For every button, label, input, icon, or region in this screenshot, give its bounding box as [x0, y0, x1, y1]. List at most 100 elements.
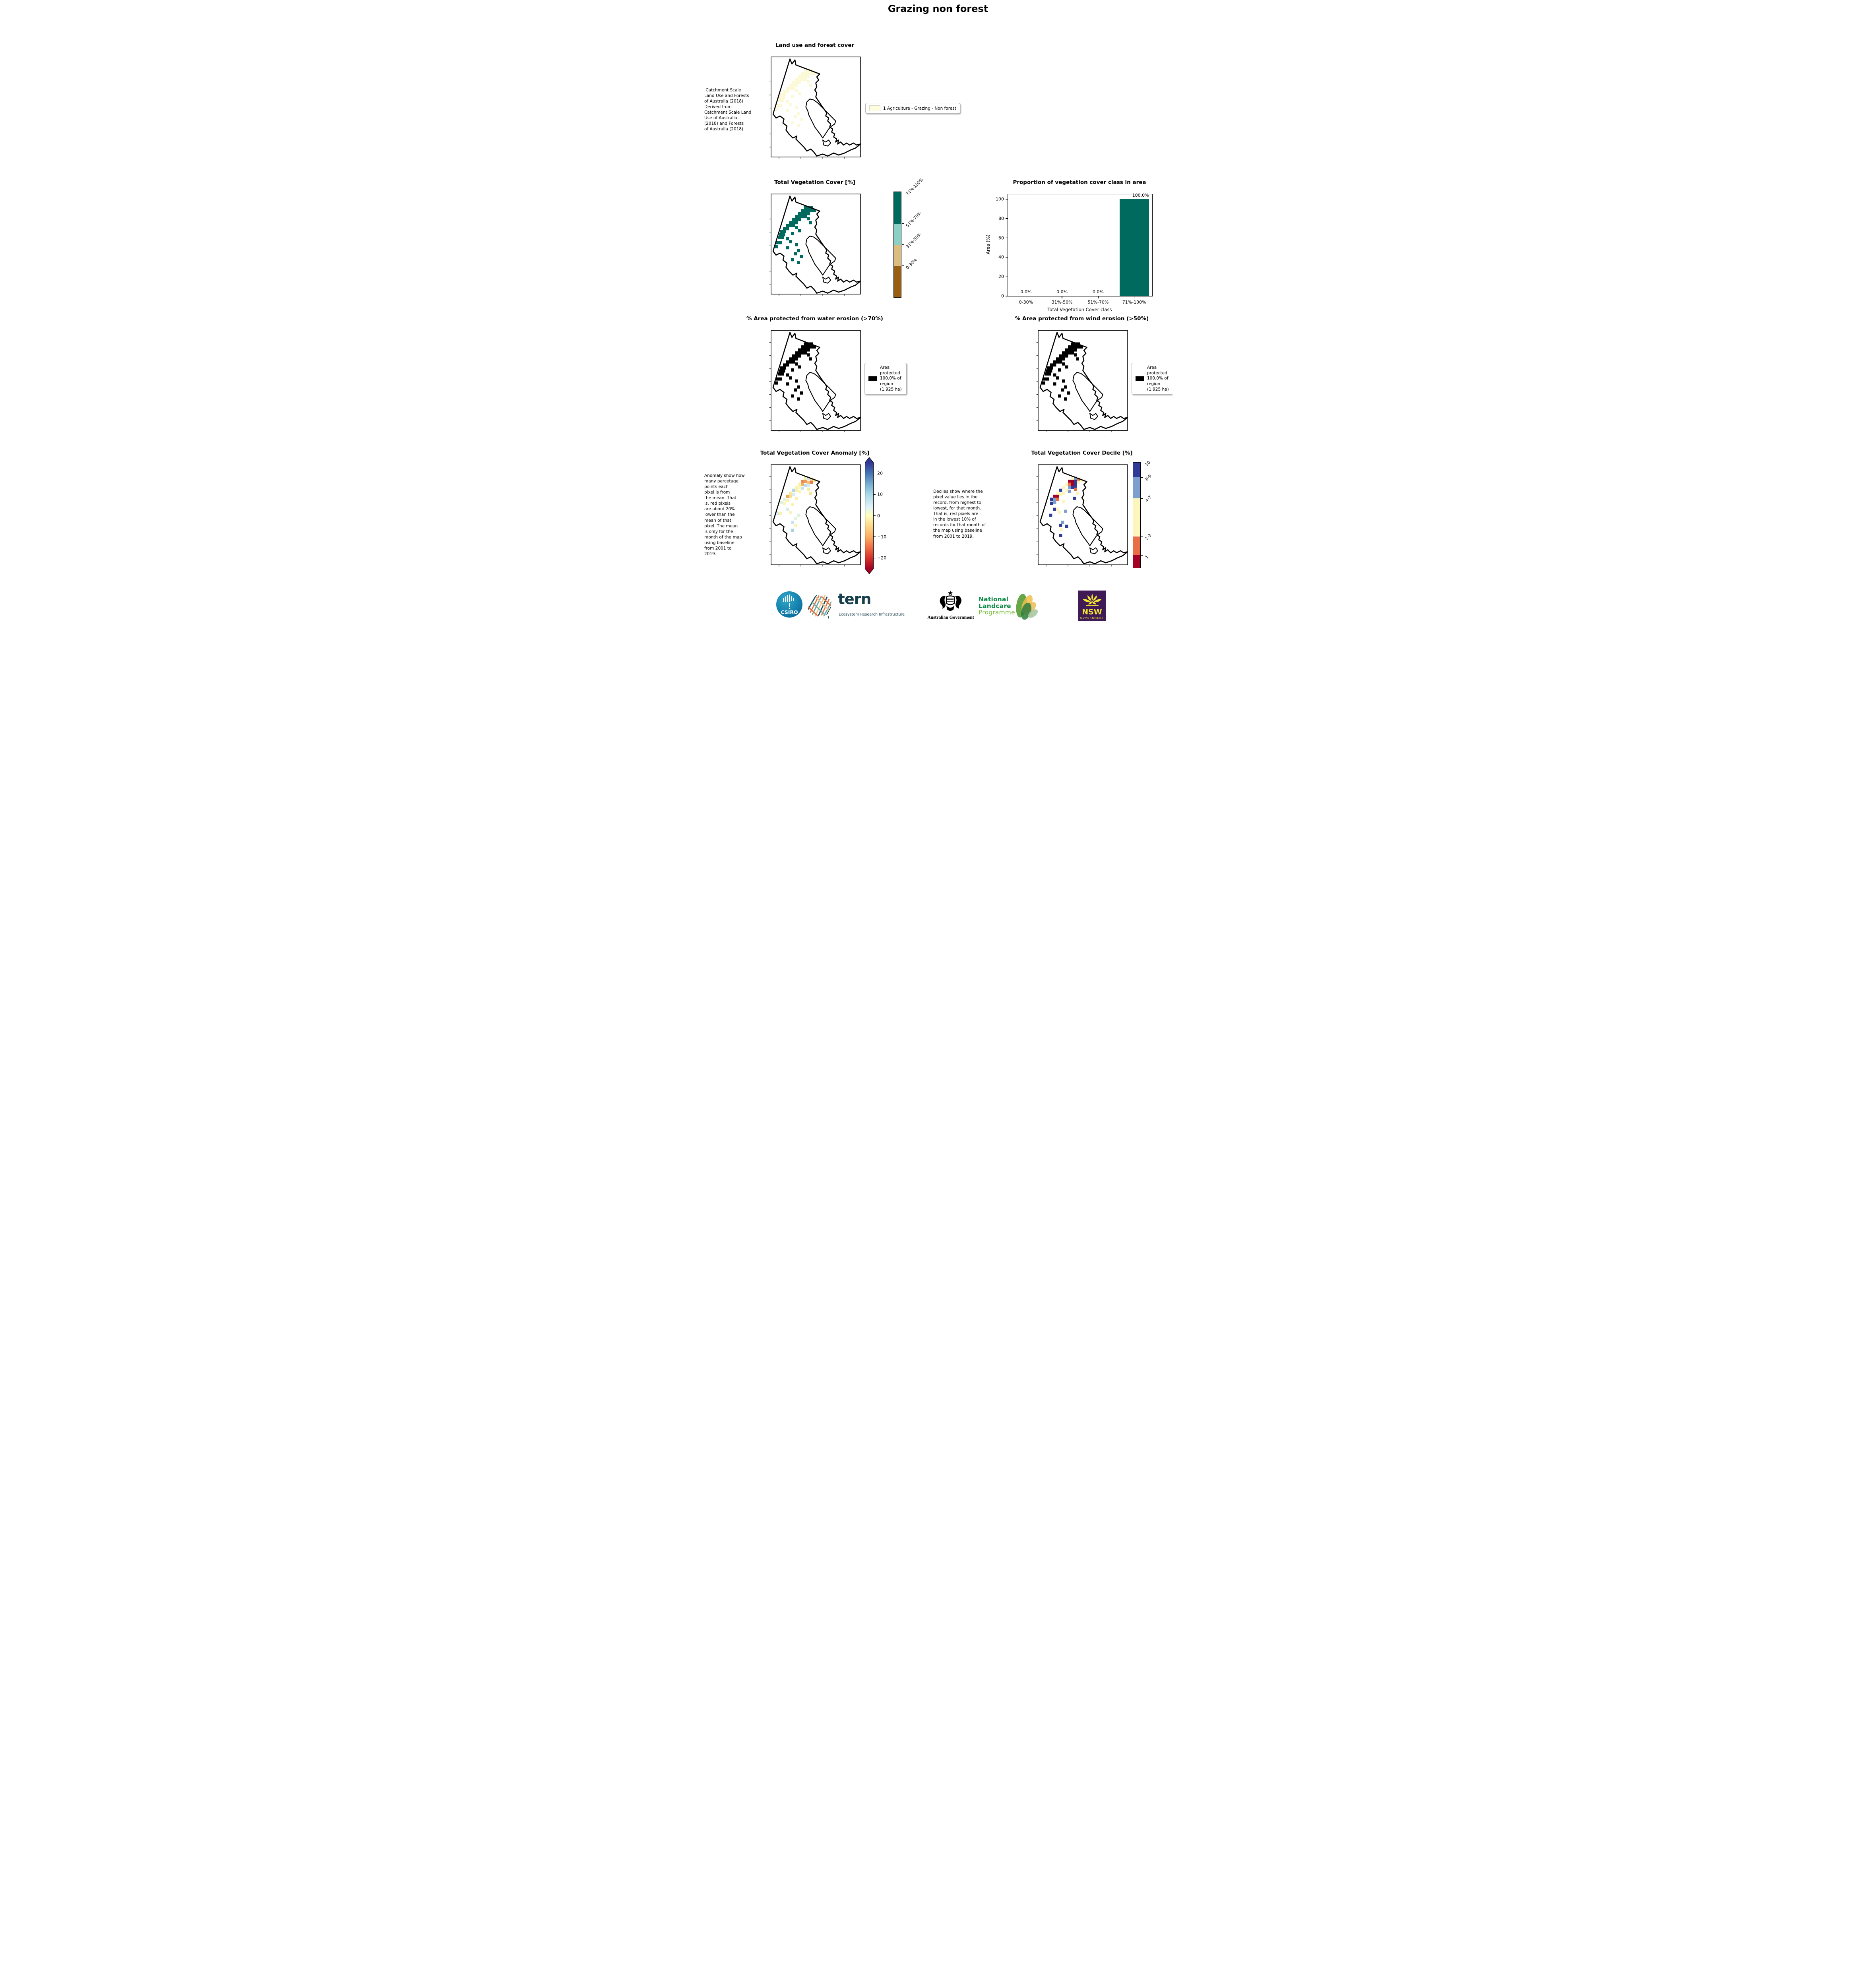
map-pixel [800, 391, 803, 395]
colorbar-segment [894, 244, 901, 266]
landuse-map-svg [769, 56, 861, 159]
map-pixel [789, 87, 792, 90]
map-pixel [1061, 388, 1064, 392]
map-pixel [798, 351, 801, 355]
map-pixel [1071, 482, 1074, 486]
svg-text:CSIRO: CSIRO [781, 609, 798, 615]
map-pixel [783, 227, 786, 230]
region-outline [772, 466, 861, 564]
map-pixel [804, 351, 807, 355]
map-pixel [1053, 498, 1056, 501]
map-pixel [795, 486, 798, 489]
map-pixel [786, 87, 789, 90]
colorbar-tick [874, 536, 876, 537]
map-pixel [789, 360, 792, 364]
colorbar-label: −20 [877, 555, 887, 561]
map-pixel [1080, 478, 1083, 482]
map-pixel [783, 90, 786, 93]
map-frame [771, 56, 861, 157]
map-pixel [797, 249, 800, 252]
map-pixel [797, 112, 800, 115]
wind-map-svg [1036, 330, 1128, 432]
csiro-logo: CSIRO [776, 591, 802, 618]
map-pixel [809, 84, 812, 87]
tern-logo-wordmark: tern [838, 591, 871, 608]
map-pixel [1077, 480, 1080, 484]
map-pixel [791, 394, 794, 398]
region-outline [772, 58, 861, 157]
map-pixel [797, 513, 800, 517]
map-pixel [786, 498, 789, 502]
region-outline [772, 332, 861, 430]
water-map-title: % Area protected from water erosion (>70… [746, 316, 883, 322]
estuary-outline [805, 372, 836, 412]
map-pixel [1047, 366, 1050, 370]
bar-value-label: 0.0% [1020, 289, 1032, 294]
map-pixel [1053, 373, 1056, 377]
bar-value-label: 0.0% [1092, 289, 1104, 294]
map-pixel [786, 373, 789, 377]
landcare-line-landcare: Landcare [979, 602, 1011, 610]
page-title: Grazing non forest [888, 3, 988, 14]
map-pixel [1053, 507, 1056, 511]
map-pixel [791, 95, 794, 98]
map-pixel [786, 360, 789, 364]
colorbar-segment [894, 192, 901, 224]
map-pixel [810, 345, 813, 349]
map-pixel [813, 345, 816, 349]
map-pixel [797, 261, 800, 264]
y-tick-label: 0 [1001, 293, 1004, 299]
colorbar-tick [1141, 555, 1143, 556]
map-pixel [804, 484, 807, 487]
map-pixel [791, 503, 794, 506]
bay-outline [822, 413, 831, 420]
nsw-logo-subtitle: GOVERNMENT [1080, 617, 1104, 620]
map-pixel [791, 232, 794, 235]
map-pixel [791, 521, 794, 524]
map-pixel [786, 494, 789, 498]
nsw-logo-wordmark: NSW [1082, 608, 1102, 616]
wind-legend-swatch [1136, 376, 1144, 382]
estuary-outline [1072, 506, 1103, 546]
map-pixel [792, 221, 795, 225]
map-pixel [807, 484, 810, 487]
colorbar-label: 10 [1144, 460, 1151, 467]
map-pixel [783, 230, 786, 233]
map-pixel [804, 209, 807, 213]
map-pixel [801, 345, 804, 349]
map-pixel [807, 353, 810, 357]
australian-government-crest-icon [940, 591, 961, 611]
map-pixel [776, 377, 779, 381]
map-pixel [801, 486, 804, 490]
bay-outline [822, 277, 831, 284]
map-pixel [794, 388, 797, 392]
map-pixel [1071, 345, 1074, 349]
x-tick-label: 71%-100% [1122, 300, 1146, 305]
map-pixel [798, 486, 801, 489]
anomaly-map-svg [769, 464, 861, 567]
map-pixel [1077, 345, 1080, 349]
map-pixel [1074, 480, 1077, 483]
map-pixel [795, 226, 798, 229]
water-legend-label: Area protected 100.0% of region (1,925 h… [880, 365, 902, 392]
map-pixel [1059, 354, 1062, 358]
map-pixel [778, 372, 781, 376]
colorbar-tick [1141, 477, 1143, 478]
map-pixel [1056, 360, 1059, 364]
landcare-logo-text: National Landcare Programme [979, 596, 1015, 616]
bar [1119, 199, 1149, 296]
map-pixel [1056, 498, 1059, 501]
map-pixel [780, 366, 783, 370]
tern-australia-icon [808, 594, 831, 619]
map-pixel [783, 366, 786, 370]
colorbar-segment [1133, 555, 1140, 568]
map-pixel [797, 397, 800, 401]
map-pixel [795, 379, 798, 383]
map-pixel [792, 357, 795, 361]
bay-outline [822, 547, 831, 554]
map-pixel [778, 99, 781, 103]
map-pixel [807, 206, 810, 209]
map-pixel [801, 480, 804, 483]
map-pixel [786, 100, 789, 103]
map-pixel [807, 476, 810, 480]
